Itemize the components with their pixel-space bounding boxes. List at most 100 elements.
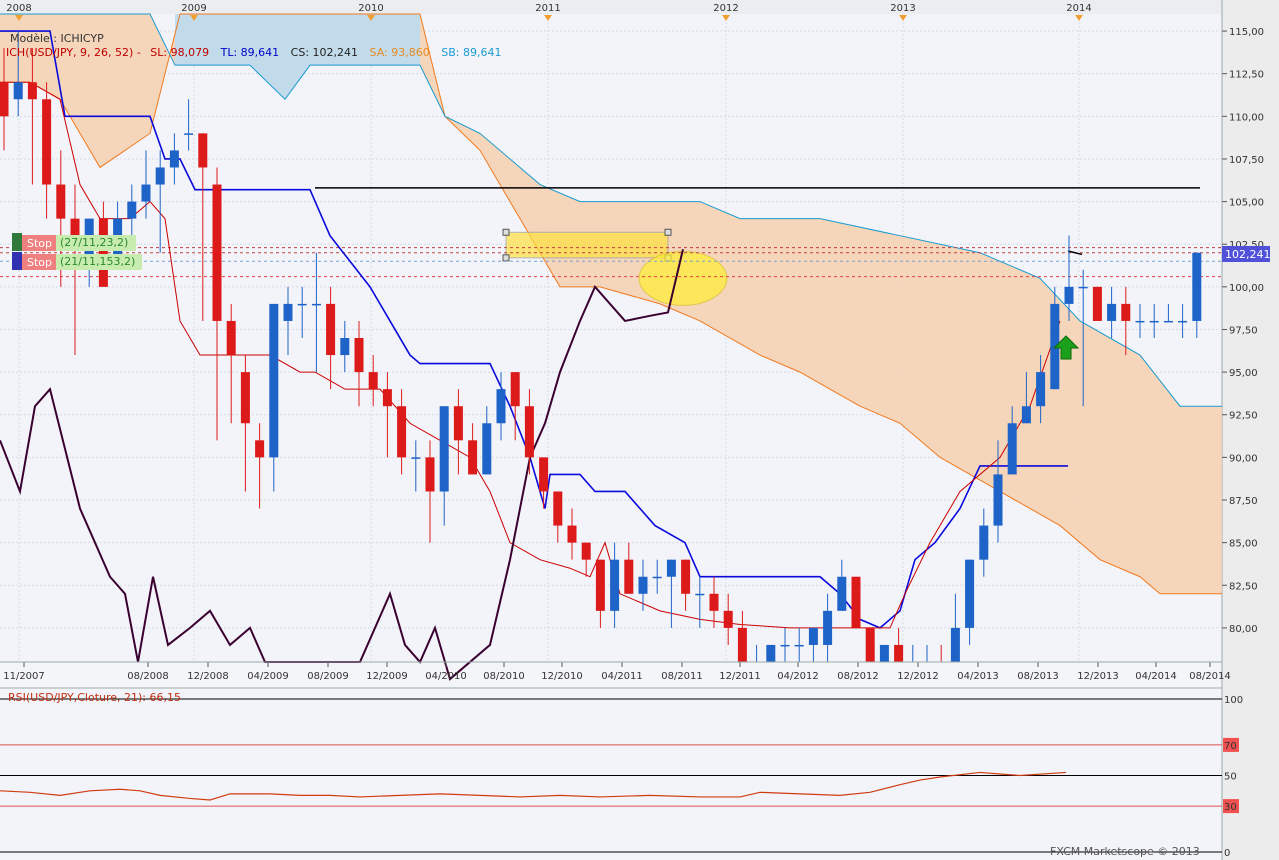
candle-body[interactable] [780, 644, 790, 647]
candle-body[interactable] [127, 201, 137, 219]
candle-body[interactable] [382, 389, 392, 407]
date-tick-label: 12/2013 [1077, 671, 1119, 682]
price-tick-label: 112,50 [1229, 70, 1264, 81]
candle-body[interactable] [837, 576, 847, 611]
candle-body[interactable] [638, 576, 648, 594]
candle-body[interactable] [283, 303, 293, 321]
stop-marker-2[interactable]: Stop (21/11,153,2) [12, 252, 142, 270]
candle-body[interactable] [13, 82, 23, 100]
candle-body[interactable] [240, 372, 250, 424]
candle-body[interactable] [98, 218, 108, 287]
candle-body[interactable] [979, 525, 989, 560]
candle-body[interactable] [482, 423, 492, 475]
candle-body[interactable] [1064, 286, 1074, 304]
highlight-ellipse[interactable] [638, 250, 728, 306]
candle-body[interactable] [1021, 406, 1031, 424]
candle-body[interactable] [567, 525, 577, 543]
candle-body[interactable] [1092, 286, 1102, 321]
candle-body[interactable] [865, 627, 875, 662]
chikou-span [0, 249, 684, 681]
candle-body[interactable] [496, 389, 506, 424]
candle-body[interactable] [269, 303, 279, 458]
candle-body[interactable] [27, 82, 37, 100]
candle-body[interactable] [1135, 320, 1145, 323]
candle-body[interactable] [255, 440, 265, 458]
candle-body[interactable] [581, 542, 591, 560]
candle-body[interactable] [70, 218, 80, 236]
candle-body[interactable] [794, 644, 804, 647]
candle-body[interactable] [965, 559, 975, 628]
candle-body[interactable] [695, 593, 705, 596]
candle-body[interactable] [397, 406, 407, 458]
candle-body[interactable] [1149, 320, 1159, 323]
candle-body[interactable] [553, 491, 563, 526]
candle-body[interactable] [0, 82, 9, 117]
candle-body[interactable] [326, 303, 336, 356]
candle-body[interactable] [1036, 372, 1046, 407]
date-tick-label: 04/2013 [957, 671, 999, 682]
candle-body[interactable] [624, 559, 634, 594]
candle-body[interactable] [439, 406, 449, 492]
candle-body[interactable] [737, 627, 747, 662]
date-tick-label: 08/2010 [483, 671, 525, 682]
candle-body[interactable] [879, 644, 889, 662]
candle-body[interactable] [1121, 303, 1131, 321]
candle-body[interactable] [894, 644, 904, 662]
candle-body[interactable] [1178, 320, 1188, 323]
stop-marker-1[interactable]: Stop (27/11,23,2) [12, 233, 136, 251]
candle-body[interactable] [681, 559, 691, 594]
indicator-header: ICH(USD/JPY, 9, 26, 52) - SL: 98,079 TL:… [6, 46, 501, 59]
candle-body[interactable] [993, 474, 1003, 526]
candle-body[interactable] [1007, 423, 1017, 475]
candle-body[interactable] [141, 184, 151, 202]
candle-body[interactable] [950, 627, 960, 679]
candle-body[interactable] [198, 133, 208, 168]
senkou-span-a [0, 13, 1222, 595]
candle-body[interactable] [666, 559, 676, 577]
candle-body[interactable] [595, 559, 605, 611]
tenkan-sen [0, 81, 1061, 629]
candle-body[interactable] [539, 457, 549, 492]
rectangle-handle[interactable] [664, 228, 672, 236]
candle-body[interactable] [652, 576, 662, 579]
candle-body[interactable] [155, 167, 165, 185]
candle-body[interactable] [524, 406, 534, 458]
candle-body[interactable] [851, 576, 861, 628]
candle-body[interactable] [823, 610, 833, 645]
candle-body[interactable] [468, 440, 478, 475]
candle-body[interactable] [340, 338, 350, 356]
candle-body[interactable] [766, 644, 776, 662]
candle-body[interactable] [169, 150, 179, 168]
rectangle-handle[interactable] [502, 254, 510, 262]
rectangle-handle[interactable] [502, 228, 510, 236]
candle-body[interactable] [311, 303, 321, 306]
candle-body[interactable] [368, 372, 378, 390]
candle-body[interactable] [453, 406, 463, 441]
candle-body[interactable] [56, 184, 66, 219]
candle-body[interactable] [1192, 252, 1202, 321]
candle-body[interactable] [297, 303, 307, 306]
candle-body[interactable] [709, 593, 719, 611]
candle-body[interactable] [184, 133, 194, 135]
candle-body[interactable] [808, 627, 818, 645]
year-label: 2009 [181, 3, 206, 14]
candle-body[interactable] [1078, 286, 1088, 289]
year-label: 2010 [358, 3, 383, 14]
candle-body[interactable] [425, 457, 435, 492]
candle-body[interactable] [610, 559, 620, 611]
rsi-level-badge [1223, 737, 1239, 752]
candle-body[interactable] [42, 99, 52, 185]
date-tick-label: 04/2014 [1135, 671, 1177, 682]
candle-body[interactable] [411, 457, 421, 459]
candle-body[interactable] [723, 610, 733, 628]
current-price-label: 102,241 [1225, 248, 1271, 261]
highlight-rectangle[interactable] [505, 231, 669, 259]
candle-body[interactable] [1163, 320, 1173, 323]
candle-body[interactable] [354, 338, 364, 373]
candle-body[interactable] [226, 320, 236, 356]
candle-body[interactable] [510, 372, 520, 407]
candle-body[interactable] [212, 184, 222, 321]
candle-body[interactable] [1107, 303, 1117, 321]
